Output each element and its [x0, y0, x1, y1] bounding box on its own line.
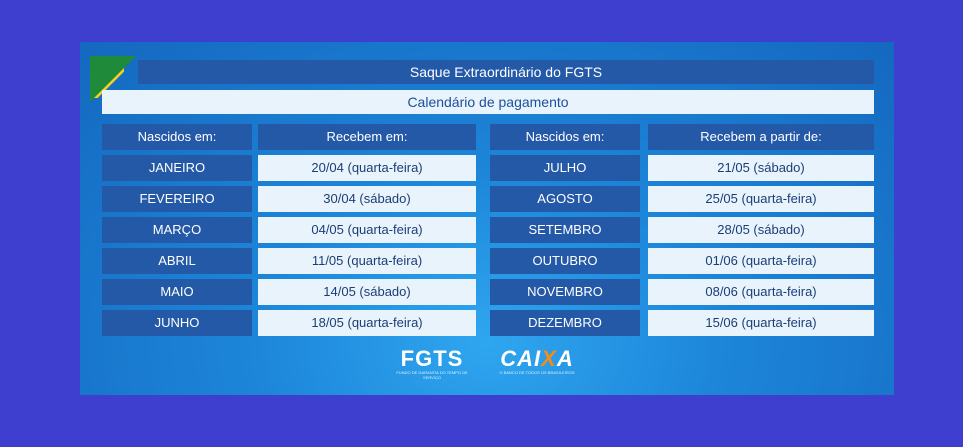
left-date-cell: 30/04 (sábado)	[258, 186, 476, 212]
left-month-cell: ABRIL	[102, 248, 252, 274]
page-subtitle: Calendário de pagamento	[102, 90, 874, 114]
left-month-cell: FEVEREIRO	[102, 186, 252, 212]
caixa-logo: CAIXA O BANCO DE TODOS OS BRASILEIROS	[490, 348, 584, 382]
right-date-cell: 21/05 (sábado)	[648, 155, 874, 181]
fgts-logo: FGTS FUNDO DE GARANTIA DO TEMPO DE SERVI…	[390, 348, 474, 382]
left-month-cell: JUNHO	[102, 310, 252, 336]
header-left-date: Recebem em:	[258, 124, 476, 150]
header-left-month: Nascidos em:	[102, 124, 252, 150]
right-month-cell: AGOSTO	[490, 186, 640, 212]
left-date-cell: 11/05 (quarta-feira)	[258, 248, 476, 274]
left-month-cell: MAIO	[102, 279, 252, 305]
right-month-cell: OUTUBRO	[490, 248, 640, 274]
right-date-cell: 15/06 (quarta-feira)	[648, 310, 874, 336]
page-title: Saque Extraordinário do FGTS	[138, 60, 874, 84]
right-month-cell: DEZEMBRO	[490, 310, 640, 336]
left-date-cell: 14/05 (sábado)	[258, 279, 476, 305]
left-date-cell: 18/05 (quarta-feira)	[258, 310, 476, 336]
caixa-x-mark: X	[541, 346, 557, 371]
right-date-cell: 28/05 (sábado)	[648, 217, 874, 243]
right-date-cell: 01/06 (quarta-feira)	[648, 248, 874, 274]
caixa-suffix: A	[556, 346, 574, 371]
left-month-cell: MARÇO	[102, 217, 252, 243]
left-month-cell: JANEIRO	[102, 155, 252, 181]
caixa-prefix: CAI	[500, 346, 542, 371]
header-right-month: Nascidos em:	[490, 124, 640, 150]
calendar-panel: Saque Extraordinário do FGTS Calendário …	[80, 42, 894, 395]
right-month-cell: NOVEMBRO	[490, 279, 640, 305]
left-date-cell: 04/05 (quarta-feira)	[258, 217, 476, 243]
header-right-date: Recebem a partir de:	[648, 124, 874, 150]
right-month-cell: SETEMBRO	[490, 217, 640, 243]
footer-logos: FGTS FUNDO DE GARANTIA DO TEMPO DE SERVI…	[80, 338, 894, 386]
caixa-tagline: O BANCO DE TODOS OS BRASILEIROS	[499, 370, 575, 375]
caixa-logo-text: CAIXA	[490, 348, 584, 370]
fgts-logo-text: FGTS	[400, 346, 464, 371]
left-date-cell: 20/04 (quarta-feira)	[258, 155, 476, 181]
right-date-cell: 08/06 (quarta-feira)	[648, 279, 874, 305]
right-date-cell: 25/05 (quarta-feira)	[648, 186, 874, 212]
fgts-tagline: FUNDO DE GARANTIA DO TEMPO DE SERVIÇO	[396, 370, 468, 380]
right-month-cell: JULHO	[490, 155, 640, 181]
